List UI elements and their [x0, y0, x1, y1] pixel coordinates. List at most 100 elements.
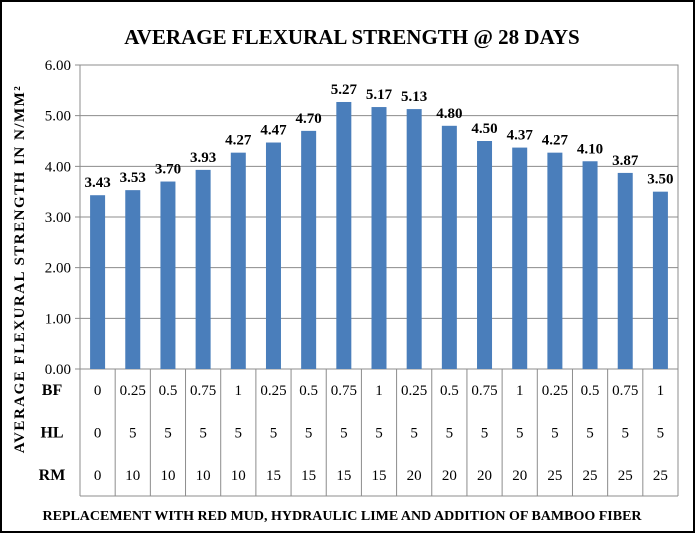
table-cell: 1 [657, 383, 665, 399]
table-cell: 5 [446, 426, 454, 442]
y-tick-label: 4.00 [45, 159, 71, 175]
table-cell: 15 [266, 468, 281, 484]
y-tick-label: 2.00 [45, 261, 71, 277]
data-label: 4.27 [542, 133, 569, 149]
table-cell: 5 [481, 426, 489, 442]
table-cell: 10 [196, 468, 211, 484]
data-label: 3.43 [84, 175, 110, 191]
table-cell: 5 [410, 426, 418, 442]
data-label: 4.27 [225, 133, 252, 149]
y-tick-label: 6.00 [45, 58, 71, 74]
data-label: 3.53 [120, 170, 146, 186]
data-label: 4.70 [296, 111, 322, 127]
table-cell: 5 [129, 426, 137, 442]
bar [336, 101, 352, 369]
data-label: 3.87 [612, 153, 639, 169]
table-cell: 0 [94, 426, 102, 442]
table-cell: 0.25 [260, 383, 286, 399]
data-label: 4.47 [260, 123, 287, 139]
table-cell: 5 [551, 426, 559, 442]
table-cell: 0.25 [542, 383, 568, 399]
y-axis-label: AVERAGE FLEXURAL STRENGTH IN N/MM² [12, 85, 28, 454]
bar [125, 190, 141, 369]
table-cell: 0.5 [581, 383, 600, 399]
table-cell: 25 [547, 468, 562, 484]
bar [512, 147, 528, 369]
y-tick-label: 3.00 [45, 210, 71, 226]
table-cell: 15 [336, 468, 351, 484]
table-cell: 10 [231, 468, 246, 484]
table-cell: 0.25 [120, 383, 146, 399]
table-cell: 10 [160, 468, 175, 484]
data-label: 4.10 [577, 141, 603, 157]
bar [371, 107, 387, 369]
data-label: 3.50 [647, 172, 673, 188]
data-label: 5.27 [331, 82, 358, 98]
bar [617, 172, 633, 369]
table-cell: 25 [653, 468, 668, 484]
table-cell: 5 [621, 426, 629, 442]
table-cell: 0.75 [190, 383, 216, 399]
table-cell: 10 [125, 468, 140, 484]
table-cell: 5 [199, 426, 207, 442]
table-cell: 25 [618, 468, 633, 484]
table-cell: 0.75 [471, 383, 497, 399]
table-row-header: BF [42, 382, 63, 399]
bar [230, 152, 246, 369]
table-cell: 20 [407, 468, 422, 484]
table-cell: 20 [512, 468, 527, 484]
bar [652, 191, 668, 369]
table-cell: 5 [164, 426, 172, 442]
table-cell: 1 [516, 383, 524, 399]
bar [301, 130, 317, 369]
table-cell: 0.25 [401, 383, 427, 399]
table-cell: 5 [586, 426, 594, 442]
data-label: 3.93 [190, 150, 216, 166]
plot-area: 0.00 1.00 2.00 3.00 4.00 5.00 6.00 3.43 3.53 3.70… [39, 58, 679, 497]
table-cell: 1 [235, 383, 243, 399]
table-cell: 0.5 [299, 383, 318, 399]
data-label: 3.70 [155, 162, 181, 178]
table-cell: 5 [270, 426, 278, 442]
data-label: 4.50 [471, 121, 497, 137]
bar [547, 152, 563, 369]
bar [265, 142, 281, 369]
data-label: 4.37 [507, 128, 534, 144]
chart-title: AVERAGE FLEXURAL STRENGTH @ 28 DAYS [124, 25, 579, 49]
bar [160, 181, 176, 369]
table-cell: 0.5 [159, 383, 178, 399]
table-row-header: HL [40, 425, 63, 442]
table-row-header: RM [39, 467, 66, 484]
table-cell: 5 [235, 426, 243, 442]
table-cell: 1 [375, 383, 383, 399]
table-cell: 20 [477, 468, 492, 484]
table-cell: 0.75 [612, 383, 638, 399]
table-cell: 0 [94, 383, 102, 399]
table-cell: 20 [442, 468, 457, 484]
data-label: 4.80 [436, 106, 462, 122]
y-tick-label: 5.00 [45, 109, 71, 125]
bar [406, 109, 422, 369]
y-tick-label: 1.00 [45, 311, 71, 327]
x-axis-label: REPLACEMENT WITH RED MUD, HYDRAULIC LIME… [42, 509, 642, 524]
table-cell: 5 [657, 426, 665, 442]
bar [90, 195, 106, 369]
bar [582, 161, 598, 369]
table-cell: 0.5 [440, 383, 459, 399]
table-cell: 5 [305, 426, 313, 442]
bar [477, 141, 493, 369]
table-cell: 0.75 [331, 383, 357, 399]
y-tick-label: 0.00 [45, 362, 71, 378]
bar [441, 125, 457, 369]
table-cell: 0 [94, 468, 102, 484]
data-label: 5.13 [401, 89, 427, 105]
bar [195, 169, 211, 369]
table-cell: 15 [301, 468, 316, 484]
table-cell: 5 [340, 426, 348, 442]
table-cell: 5 [375, 426, 383, 442]
table-cell: 15 [372, 468, 387, 484]
table-cell: 25 [583, 468, 598, 484]
data-label: 5.17 [366, 87, 393, 103]
